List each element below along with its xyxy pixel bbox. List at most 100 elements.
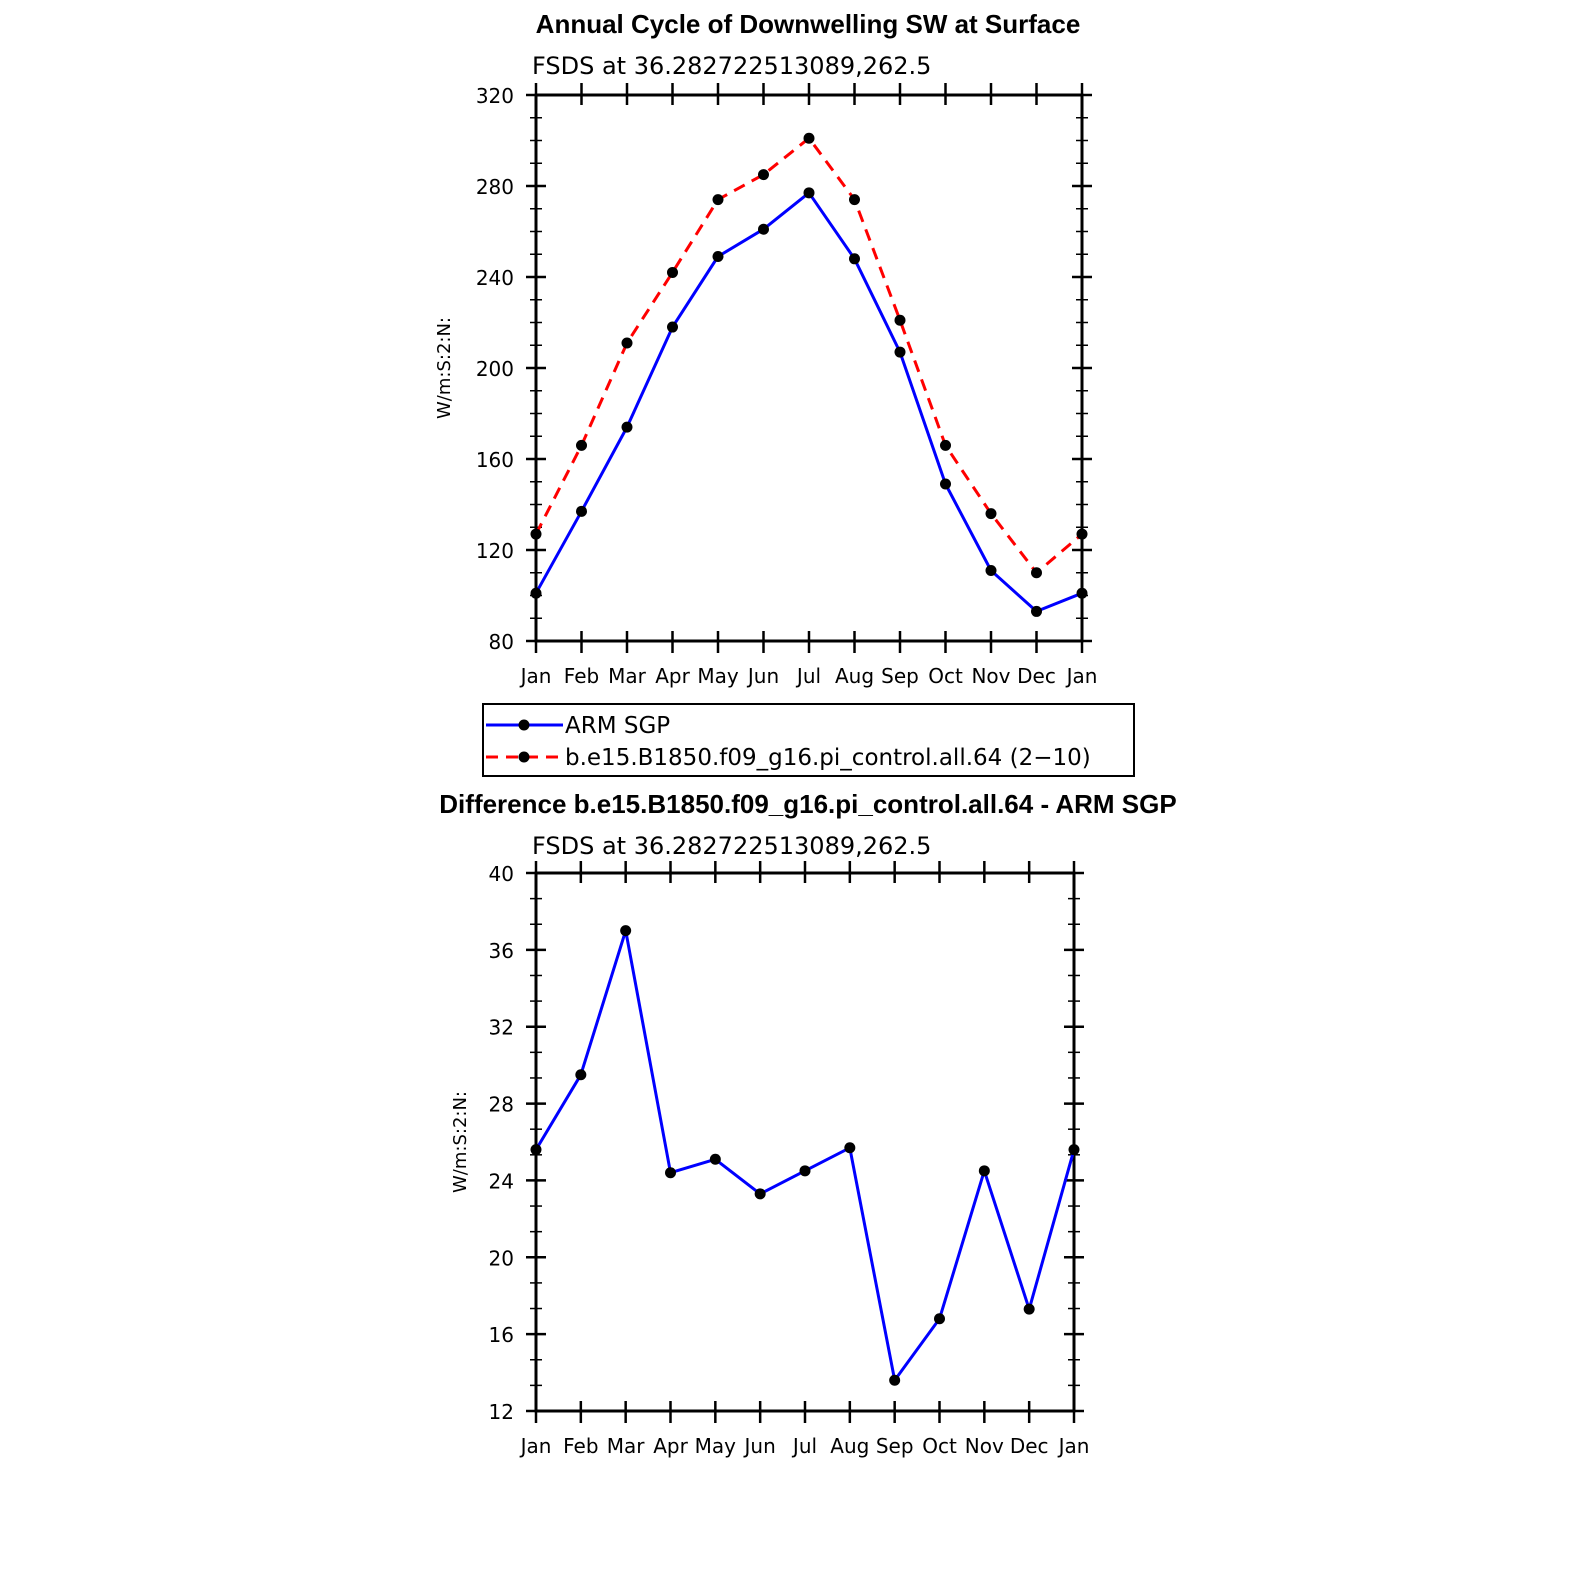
x-tick-label: Oct <box>922 1434 957 1458</box>
top-chart-legend: ARM SGP b.e15.B1850.f09_g16.pi_control.al… <box>482 703 1135 777</box>
y-tick-label: 120 <box>476 539 514 563</box>
chart-subtitle: FSDS at 36.282722513089,262.5 <box>532 832 931 860</box>
x-tick-label: Feb <box>564 664 599 688</box>
series-line-0 <box>534 929 1076 1382</box>
x-tick-label: Sep <box>881 664 919 688</box>
y-tick-label: 40 <box>489 862 514 886</box>
plot-frame <box>534 871 1076 1413</box>
y-tick-label: 12 <box>489 1400 514 1424</box>
y-tick-label: 240 <box>476 266 514 290</box>
data-point <box>940 439 951 451</box>
data-point <box>934 1313 945 1325</box>
plot-frame <box>534 93 1084 643</box>
data-point <box>978 1165 990 1177</box>
data-point <box>849 194 860 206</box>
data-point <box>1076 587 1088 599</box>
difference-chart: Difference b.e15.B1850.f09_g16.pi_contro… <box>439 789 1176 1458</box>
legend-marker-1 <box>518 751 530 763</box>
x-tick-label: May <box>697 664 739 688</box>
x-tick-label: Aug <box>835 664 874 688</box>
x-tick-label: Aug <box>830 1434 869 1458</box>
data-point <box>576 439 587 451</box>
data-point <box>985 564 997 576</box>
series-line-1 <box>534 136 1083 575</box>
x-tick-label: Jan <box>1057 1434 1090 1458</box>
data-point <box>665 1167 676 1179</box>
y-tick-label: 280 <box>476 175 514 199</box>
x-tick-label: Jul <box>795 664 821 688</box>
legend-box <box>482 703 1135 777</box>
data-point <box>709 1153 721 1165</box>
data-point <box>985 508 997 520</box>
x-tick-label: Sep <box>876 1434 914 1458</box>
x-tick-label: Feb <box>563 1434 598 1458</box>
data-point <box>621 421 633 433</box>
y-tick-label: 24 <box>489 1169 514 1193</box>
data-point <box>620 925 632 937</box>
data-point <box>1068 1144 1080 1156</box>
y-tick-label: 36 <box>489 939 514 963</box>
y-tick-label: 20 <box>489 1246 514 1270</box>
top-chart: Annual Cycle of Downwelling SW at Surfac… <box>434 9 1097 688</box>
x-tick-label: Jun <box>746 664 779 688</box>
x-tick-label: May <box>695 1434 737 1458</box>
x-tick-label: Nov <box>971 664 1010 688</box>
legend-marker-0 <box>518 719 530 731</box>
x-tick-label: Nov <box>965 1434 1004 1458</box>
data-point <box>758 169 769 181</box>
data-point <box>894 346 906 358</box>
x-tick-label: Jul <box>791 1434 817 1458</box>
y-axis-label: W/m:S:2:N: <box>434 317 455 419</box>
data-point <box>576 505 587 517</box>
data-point <box>1076 528 1088 540</box>
legend-label-1: b.e15.B1850.f09_g16.pi_control.all.64 (2… <box>565 745 1091 771</box>
y-tick-label: 320 <box>476 84 514 108</box>
data-point <box>530 1144 542 1156</box>
y-tick-label: 200 <box>476 357 514 381</box>
data-point <box>849 253 860 265</box>
chart-subtitle: FSDS at 36.282722513089,262.5 <box>532 52 931 80</box>
data-point <box>803 187 815 199</box>
x-tick-label: Jan <box>519 664 552 688</box>
series-line-0 <box>534 191 1083 613</box>
y-tick-label: 16 <box>489 1323 514 1347</box>
data-point <box>667 321 678 333</box>
data-point <box>894 314 906 326</box>
x-tick-label: Jan <box>519 1434 552 1458</box>
x-tick-label: Apr <box>655 664 690 688</box>
x-tick-label: Jan <box>1065 664 1098 688</box>
x-tick-label: Dec <box>1017 664 1056 688</box>
y-tick-label: 80 <box>489 630 514 654</box>
data-point <box>799 1165 811 1177</box>
data-point <box>667 266 678 278</box>
data-point <box>621 337 633 349</box>
data-point <box>1031 605 1042 617</box>
y-tick-label: 32 <box>489 1016 514 1040</box>
x-tick-label: Jun <box>743 1434 776 1458</box>
data-point <box>530 528 542 540</box>
x-tick-label: Mar <box>607 1434 646 1458</box>
data-point <box>712 251 724 263</box>
data-point <box>844 1142 856 1154</box>
x-tick-label: Apr <box>653 1434 688 1458</box>
data-point <box>758 223 769 235</box>
data-point <box>575 1069 587 1081</box>
data-point <box>889 1374 901 1386</box>
chart-title: Annual Cycle of Downwelling SW at Surfac… <box>536 9 1081 39</box>
chart-title: Difference b.e15.B1850.f09_g16.pi_contro… <box>439 789 1176 819</box>
data-point <box>754 1188 766 1200</box>
y-axis-label: W/m:S:2:N: <box>450 1091 471 1193</box>
y-tick-label: 28 <box>489 1093 514 1117</box>
x-tick-label: Mar <box>608 664 647 688</box>
data-point <box>712 194 724 206</box>
data-point <box>940 478 951 490</box>
data-point <box>803 132 815 144</box>
x-tick-label: Oct <box>928 664 963 688</box>
data-point <box>1023 1303 1035 1315</box>
data-point <box>1031 567 1042 579</box>
legend-label-0: ARM SGP <box>565 713 670 739</box>
y-tick-label: 160 <box>476 448 514 472</box>
x-tick-label: Dec <box>1010 1434 1049 1458</box>
data-point <box>530 587 542 599</box>
